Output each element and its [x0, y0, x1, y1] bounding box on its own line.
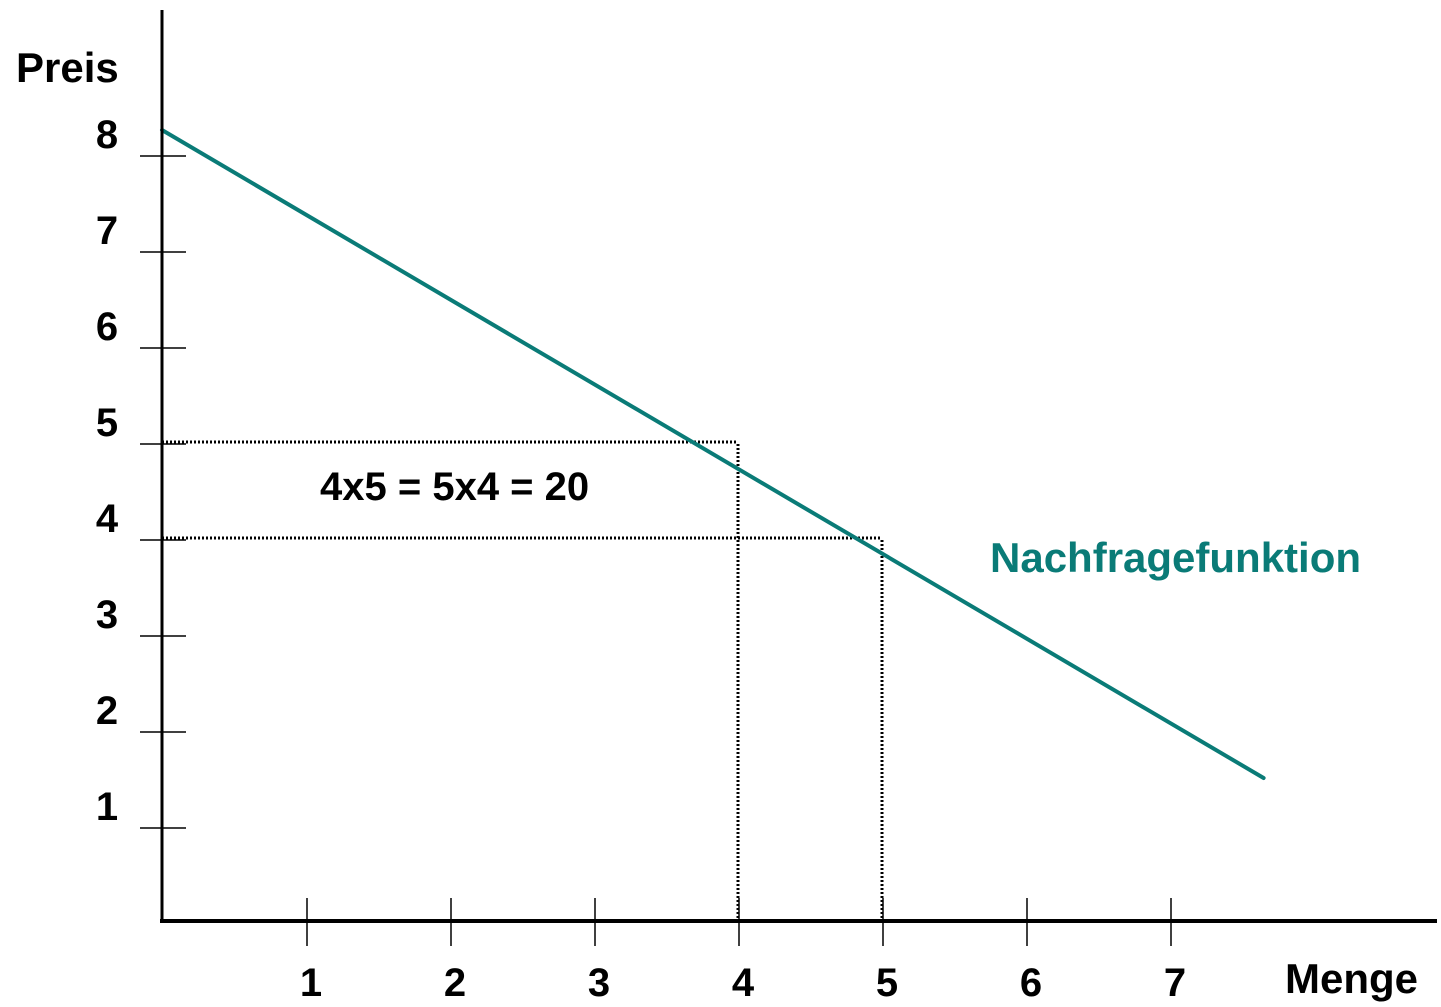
ticks: 1 2 3 4 5 6 7 8 1 2 3 4 5 6 7 — [96, 113, 1186, 1005]
series-line-1 — [160, 128, 1266, 780]
x-tick-label-7: 7 — [1164, 961, 1186, 1005]
y-axis-label: Preis — [16, 44, 119, 91]
y-tick-label-3: 3 — [96, 593, 118, 637]
y-tick-label-8: 8 — [96, 113, 118, 157]
x-tick-label-5: 5 — [876, 961, 898, 1005]
y-tick-label-5: 5 — [96, 401, 118, 445]
labels: Preis Menge Nachfragefunktion 4x5 = 5x4 … — [16, 44, 1418, 1002]
series-label-nachfragefunktion: Nachfragefunktion — [990, 534, 1361, 581]
axes — [160, 10, 1437, 923]
area-annotation: 4x5 = 5x4 = 20 — [320, 465, 589, 509]
y-tick-label-1: 1 — [96, 785, 118, 829]
series-layer — [160, 128, 1266, 780]
x-axis-label: Menge — [1285, 955, 1418, 1002]
y-tick-label-2: 2 — [96, 689, 118, 733]
x-tick-label-4: 4 — [732, 961, 755, 1005]
y-tick-label-6: 6 — [96, 305, 118, 349]
y-tick-label-4: 4 — [96, 497, 119, 541]
x-tick-label-1: 1 — [300, 961, 322, 1005]
y-tick-label-7: 7 — [96, 209, 118, 253]
x-tick-label-2: 2 — [444, 961, 466, 1005]
x-tick-label-6: 6 — [1020, 961, 1042, 1005]
reference-lines — [162, 440, 884, 922]
x-tick-label-3: 3 — [588, 961, 610, 1005]
